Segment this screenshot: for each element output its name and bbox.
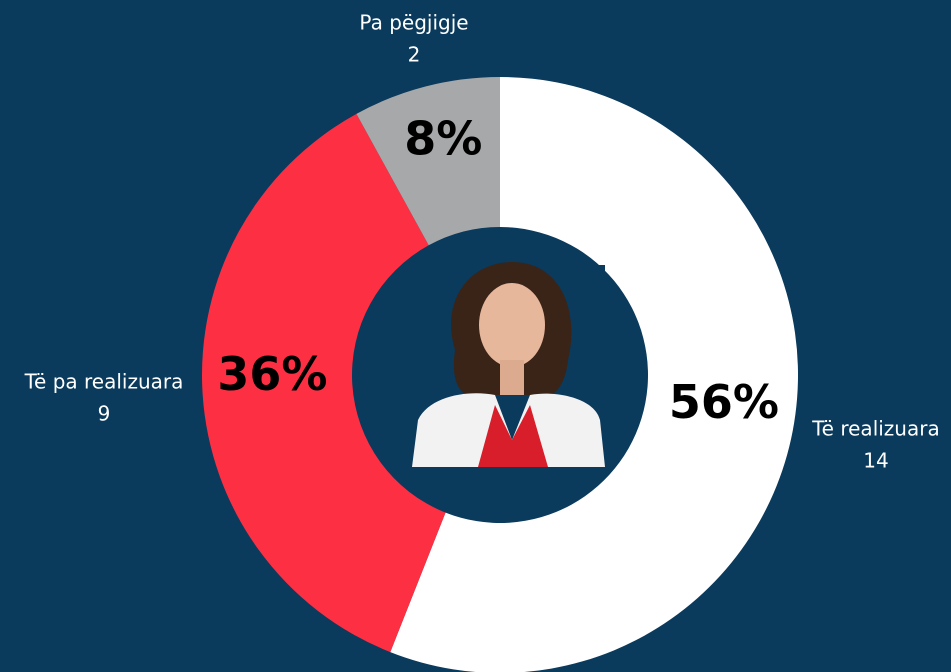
category-label: Pa pëgjigje <box>359 11 468 35</box>
value-label: 9 <box>98 402 111 426</box>
percentage-label: 8% <box>404 112 482 166</box>
donut-slice <box>356 77 500 246</box>
shirt <box>478 405 548 467</box>
percentage-label: 56% <box>669 375 779 429</box>
category-label: Të realizuara <box>811 417 939 441</box>
jacket <box>412 393 605 467</box>
portrait <box>412 262 605 467</box>
category-label: Të pa realizuara <box>24 370 184 394</box>
donut-slice <box>202 113 446 653</box>
value-label: 14 <box>863 449 888 473</box>
face <box>479 283 545 367</box>
value-label: 2 <box>408 43 421 67</box>
neck <box>500 360 524 395</box>
donut-slice <box>390 77 798 672</box>
percentage-label: 36% <box>217 347 327 401</box>
